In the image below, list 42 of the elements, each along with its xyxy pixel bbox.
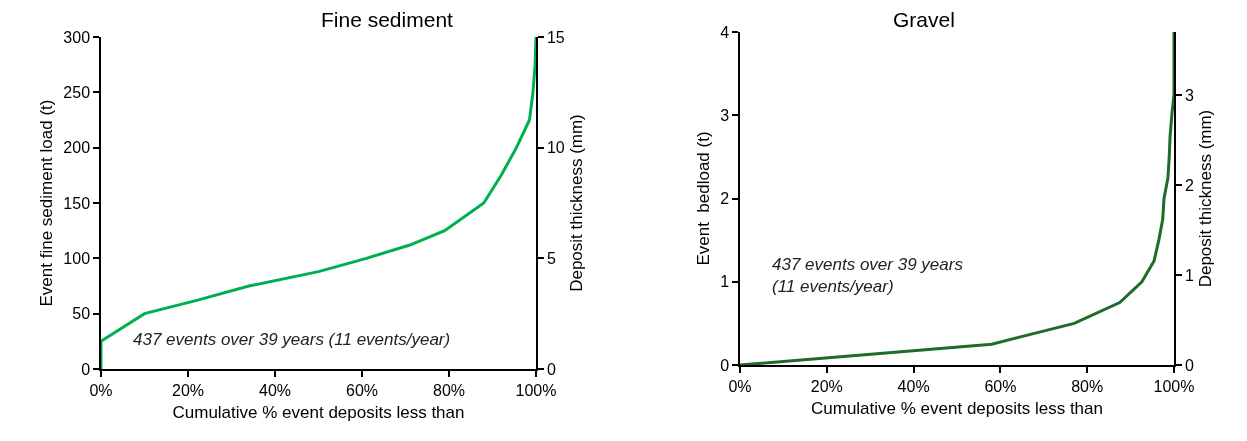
y-tick-label: 50 bbox=[72, 305, 91, 323]
y-tick-label: 300 bbox=[63, 28, 91, 46]
y-tick-label: 1 bbox=[720, 273, 730, 291]
y2-tick-label: 2 bbox=[1184, 176, 1194, 194]
annotation: 437 events over 39 years (11 events/year) bbox=[772, 255, 964, 297]
chart-title: Fine sediment bbox=[321, 8, 454, 31]
x-tick-label: 100% bbox=[515, 381, 557, 399]
y2-axis-title: Deposit thickness (mm) bbox=[1195, 109, 1215, 288]
x-tick-label: 80% bbox=[432, 381, 466, 399]
y-tick-label: 3 bbox=[720, 106, 730, 124]
y2-tick-label: 3 bbox=[1184, 86, 1194, 104]
x-tick-label: 40% bbox=[258, 381, 292, 399]
x-tick-label: 40% bbox=[897, 377, 930, 395]
y2-tick-label: 1 bbox=[1184, 266, 1194, 284]
y2-tick-label: 5 bbox=[546, 249, 556, 267]
y-tick-label: 250 bbox=[63, 83, 91, 101]
y-tick-label: 0 bbox=[720, 356, 730, 374]
x-tick-label: 60% bbox=[984, 377, 1017, 395]
x-tick-label: 0% bbox=[89, 381, 113, 399]
x-tick-label: 100% bbox=[1153, 377, 1195, 395]
y2-tick-label: 0 bbox=[546, 360, 556, 378]
x-tick-label: 60% bbox=[345, 381, 379, 399]
x-axis-title: Cumulative % event deposits less than bbox=[172, 402, 465, 422]
x-tick-label: 20% bbox=[810, 377, 843, 395]
y-tick-label: 150 bbox=[63, 194, 91, 212]
x-tick-label: 80% bbox=[1071, 377, 1104, 395]
y-tick-label: 100 bbox=[63, 249, 91, 267]
annotation: 437 events over 39 years (11 events/year) bbox=[133, 330, 451, 349]
y-axis-title: Event bedload (t) bbox=[694, 131, 714, 266]
y-tick-label: 0 bbox=[81, 360, 91, 378]
y2-axis-title: Deposit thickness (mm) bbox=[566, 114, 586, 292]
y-tick-label: 2 bbox=[720, 190, 730, 208]
y2-tick-label: 0 bbox=[1184, 356, 1194, 374]
y2-tick-label: 10 bbox=[546, 139, 565, 157]
x-tick-label: 20% bbox=[171, 381, 205, 399]
y2-tick-label: 15 bbox=[546, 28, 565, 46]
y-axis-title: Event fine sediment load (t) bbox=[37, 99, 57, 307]
y-tick-label: 4 bbox=[720, 23, 730, 41]
chart-title: Gravel bbox=[893, 8, 955, 31]
y-tick-label: 200 bbox=[63, 139, 91, 157]
x-axis-title: Cumulative % event deposits less than bbox=[811, 398, 1103, 418]
x-tick-label: 0% bbox=[728, 377, 752, 395]
